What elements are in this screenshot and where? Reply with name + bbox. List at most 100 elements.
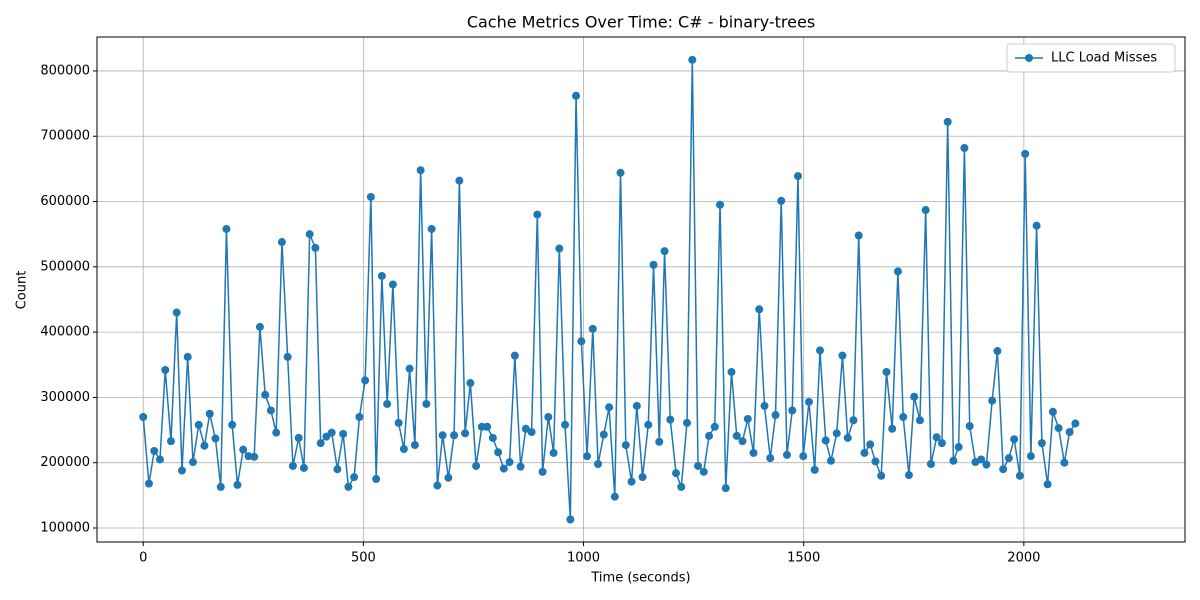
data-point [377,271,386,280]
data-point [499,464,508,473]
data-point [510,351,519,360]
data-point [344,482,353,491]
data-point [605,403,614,412]
data-point [427,224,436,233]
data-point [1037,439,1046,448]
data-point [610,492,619,501]
data-point [960,143,969,152]
data-point [1065,428,1074,437]
data-point [216,482,225,491]
data-point [483,422,492,431]
data-point [782,450,791,459]
data-point [422,399,431,408]
data-point [288,461,297,470]
data-point [749,448,758,457]
data-point [261,390,270,399]
y-tick-label: 200000 [40,455,90,470]
data-point [283,352,292,361]
data-point [272,428,281,437]
chart-title: Cache Metrics Over Time: C# - binary-tre… [467,13,815,32]
data-point [577,337,586,346]
y-tick-label: 500000 [40,259,90,274]
data-point [688,55,697,64]
data-point [294,433,303,442]
data-point [144,479,153,488]
legend-marker [1025,54,1033,62]
data-point [372,475,381,484]
data-point [305,230,314,239]
data-point [361,376,370,385]
data-point [988,396,997,405]
data-point [943,117,952,126]
data-point [705,431,714,440]
data-point [572,91,581,100]
data-point [832,429,841,438]
data-point [266,406,275,415]
x-tick-label: 2000 [1007,551,1040,566]
data-line [142,59,1076,520]
data-point [721,484,730,493]
data-point [666,415,675,424]
data-point [1026,452,1035,461]
data-point [388,280,397,289]
data-point [394,418,403,427]
data-point [472,461,481,470]
data-point [649,260,658,269]
data-point [882,367,891,376]
data-point [1043,480,1052,489]
data-point [743,414,752,423]
data-point [826,456,835,465]
x-tick-label: 1500 [787,551,820,566]
data-point [366,192,375,201]
data-point [339,429,348,438]
data-point [965,422,974,431]
data-point [433,481,442,490]
data-point [549,448,558,457]
data-point [277,238,286,247]
data-point [211,434,220,443]
data-point [139,412,148,421]
y-tick-label: 100000 [40,520,90,535]
data-point [172,308,181,317]
data-point [1060,458,1069,467]
data-point [1048,407,1057,416]
data-point [399,444,408,453]
data-point [777,196,786,205]
plot-frame [96,36,1186,543]
x-tick-label: 0 [139,551,147,566]
data-point [205,409,214,418]
data-point [977,455,986,464]
data-point [544,412,553,421]
data-point [255,322,264,331]
data-point [455,176,464,185]
data-point [533,210,542,219]
data-point [177,466,186,475]
data-point [311,243,320,252]
data-point [527,428,536,437]
data-point [588,324,597,333]
data-point [621,441,630,450]
data-point [710,422,719,431]
data-point [228,420,237,429]
data-point [699,467,708,476]
data-point [1004,454,1013,463]
data-point [893,267,902,276]
data-point [821,436,830,445]
data-point [932,433,941,442]
data-point [760,401,769,410]
data-point [561,420,570,429]
x-axis-label: Time (seconds) [590,571,690,586]
data-point [804,397,813,406]
data-point [771,411,780,420]
data-point [583,452,592,461]
data-point [299,463,308,472]
data-point [594,460,603,469]
data-point [599,430,608,439]
data-point [899,412,908,421]
data-point [1054,424,1063,433]
data-point [788,406,797,415]
y-tick-label: 300000 [40,390,90,405]
data-point [888,424,897,433]
data-point [638,473,647,482]
